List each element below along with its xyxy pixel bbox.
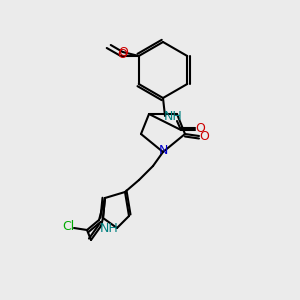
Text: O: O — [118, 46, 128, 59]
Text: N: N — [158, 145, 168, 158]
Text: O: O — [117, 49, 127, 62]
Text: NH: NH — [100, 223, 118, 236]
Text: NH: NH — [164, 110, 182, 124]
Text: O: O — [195, 122, 205, 136]
Text: O: O — [199, 130, 209, 143]
Text: Cl: Cl — [62, 220, 74, 233]
